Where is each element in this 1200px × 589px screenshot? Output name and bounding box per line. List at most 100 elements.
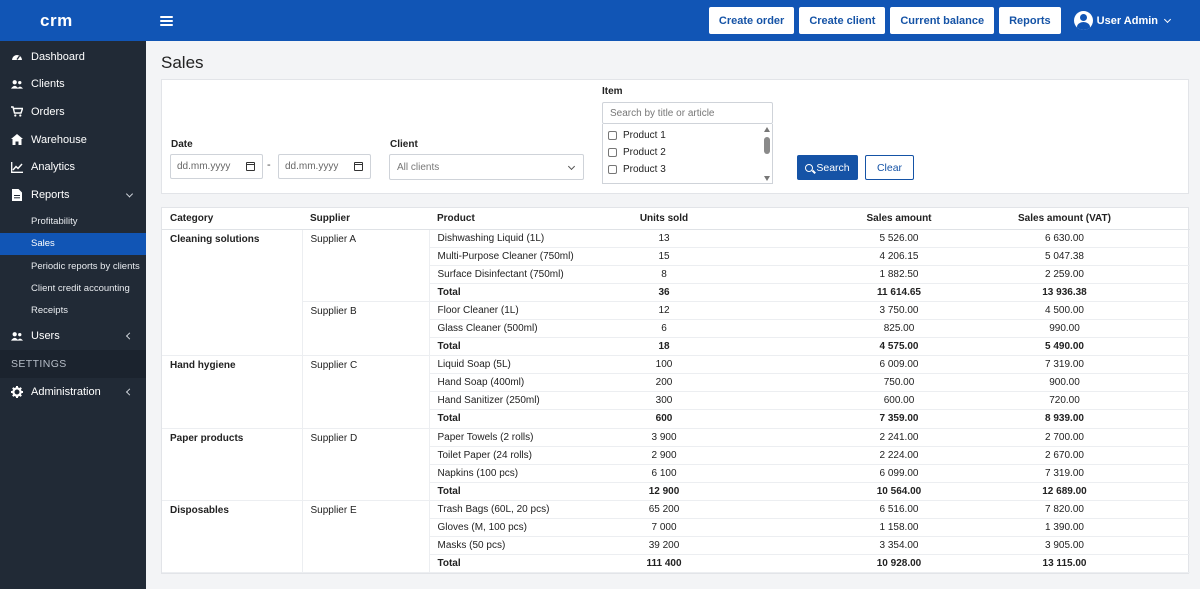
sidebar-item-dashboard[interactable]: Dashboard [0,43,146,71]
scroll-down-icon[interactable] [764,176,770,181]
column-header[interactable]: Product [429,208,619,230]
sales-amount-cell: 6 099.00 [859,464,939,483]
sidebar-item-warehouse[interactable]: Warehouse [0,126,146,154]
sales-amount-cell: 6 516.00 [859,500,939,520]
item-search-input[interactable]: Search by title or article [602,102,773,124]
date-from-input[interactable]: dd.mm.yyyy [170,154,263,179]
item-option-label: Product 1 [623,130,666,141]
sales-amount-cell: 2 224.00 [859,446,939,465]
table-row: Glass Cleaner (500ml) 6 825.00 990.00 [162,319,1190,339]
sales-amount-vat-cell: 8 939.00 [939,409,1190,429]
sales-amount-vat-cell: 990.00 [939,319,1190,339]
supplier-cell: Supplier D [302,428,430,501]
clear-button[interactable]: Clear [865,155,914,180]
sales-amount-vat-cell: 7 319.00 [939,355,1190,375]
table-row: Hand Sanitizer (250ml) 300 600.00 720.00 [162,391,1190,411]
search-button[interactable]: Search [797,155,858,180]
item-option[interactable]: Product 2 [603,144,772,161]
sales-amount-vat-cell: 2 670.00 [939,446,1190,465]
checkbox[interactable] [608,165,617,174]
sidebar-item-clients[interactable]: Clients [0,71,146,99]
sidebar-item-analytics[interactable]: Analytics [0,153,146,181]
chevron-down-icon [1163,15,1172,23]
sidebar-subitem-client-credit[interactable]: Client credit accounting [31,282,130,294]
reports-button[interactable]: Reports [999,7,1061,34]
sidebar: Dashboard Clients Orders Warehouse Analy… [0,41,146,589]
column-header[interactable]: Sales amount [859,208,939,230]
settings-section-header: SETTINGS [0,350,146,379]
search-button-label: Search [816,161,850,174]
date-to-input[interactable]: dd.mm.yyyy [278,154,371,179]
sales-table: Category Supplier Product Units sold Sal… [161,207,1190,575]
table-row: Hand hygiene Supplier C Liquid Soap (5L) 10… [162,355,1190,429]
item-checkbox-list[interactable]: Product 1 Product 2 Product 3 [602,124,773,184]
sidebar-item-reports[interactable]: Reports [0,181,146,209]
product-cell: Liquid Soap (5L) [429,355,619,375]
product-cell: Surface Disinfectant (750ml) [429,265,619,284]
sidebar-item-label: Administration [31,385,101,398]
sales-amount-cell: 3 354.00 [859,536,939,556]
column-header[interactable]: Category [162,208,302,230]
sidebar-item-label: Analytics [31,161,76,174]
sales-amount-vat-cell: 900.00 [939,373,1190,393]
item-list-scrollbar[interactable] [762,124,772,183]
checkbox[interactable] [608,148,617,157]
sales-amount-cell: 1 158.00 [859,518,939,538]
date-separator: - [267,159,271,171]
column-header[interactable]: Units sold [619,208,859,230]
column-header[interactable]: Sales amount (VAT) [939,208,1190,230]
create-order-button[interactable]: Create order [708,7,795,34]
table-total-row: Total 36 11 614.65 13 936.38 [162,283,1190,302]
sales-amount-vat-cell: 7 319.00 [939,464,1190,483]
menu-toggle-icon[interactable] [160,15,173,26]
sidebar-item-label: Dashboard [31,50,85,63]
sidebar-item-administration[interactable]: Administration [0,378,146,406]
sidebar-subitem-sales[interactable]: Sales [0,232,146,255]
chevron-left-icon [125,388,134,396]
user-avatar-icon [1073,11,1093,30]
scroll-up-icon[interactable] [764,127,770,132]
product-cell: Trash Bags (60L, 20 pcs) [429,500,619,520]
table-row: Paper products Supplier D Paper Towels (2 … [162,428,1190,501]
date-to-placeholder: dd.mm.yyyy [285,161,339,172]
item-option-label: Product 3 [623,164,666,175]
client-label: Client [390,139,418,150]
sales-amount-vat-cell: 2 259.00 [939,265,1190,284]
client-select-value: All clients [397,161,440,173]
page-title: Sales [161,53,204,72]
units-sold-cell: 65 200 [619,500,859,520]
product-cell: Toilet Paper (24 rolls) [429,446,619,465]
checkbox[interactable] [608,131,617,140]
create-client-button[interactable]: Create client [799,7,886,34]
column-header[interactable]: Supplier [302,208,429,230]
client-select[interactable]: All clients [389,154,584,180]
sales-amount-cell: 4 206.15 [859,247,939,266]
brand-logo[interactable]: crm [40,10,73,30]
sales-amount-vat-cell: 5 047.38 [939,247,1190,266]
sales-amount-cell: 2 241.00 [859,428,939,447]
product-cell: Glass Cleaner (500ml) [429,319,619,339]
table-row: Napkins (100 pcs) 6 100 6 099.00 7 319.00 [162,464,1190,483]
supplier-cell: Supplier E [302,500,430,574]
clients-icon [11,78,23,90]
calendar-icon[interactable] [354,162,363,171]
sidebar-item-orders[interactable]: Orders [0,98,146,126]
sidebar-subitem-receipts[interactable]: Receipts [31,304,68,316]
sidebar-item-label: Orders [31,105,65,118]
sales-amount-vat-cell: 6 630.00 [939,229,1190,248]
calendar-icon[interactable] [246,162,255,171]
scroll-thumb[interactable] [764,137,770,154]
item-label: Item [602,86,623,97]
current-balance-button[interactable]: Current balance [890,7,995,34]
user-menu[interactable]: User Admin [1073,11,1172,30]
sidebar-subitem-periodic-reports[interactable]: Periodic reports by clients [31,260,140,272]
sidebar-item-users[interactable]: Users [0,323,146,351]
units-sold-cell: 6 100 [619,464,859,483]
chevron-down-icon [125,190,134,198]
product-cell: Total [429,554,619,574]
item-option[interactable]: Product 1 [603,127,772,144]
table-row: Toilet Paper (24 rolls) 2 900 2 224.00 2 67… [162,446,1190,465]
product-cell: Total [429,409,619,429]
sidebar-subitem-profitability[interactable]: Profitability [31,216,78,228]
item-option[interactable]: Product 3 [603,161,772,178]
